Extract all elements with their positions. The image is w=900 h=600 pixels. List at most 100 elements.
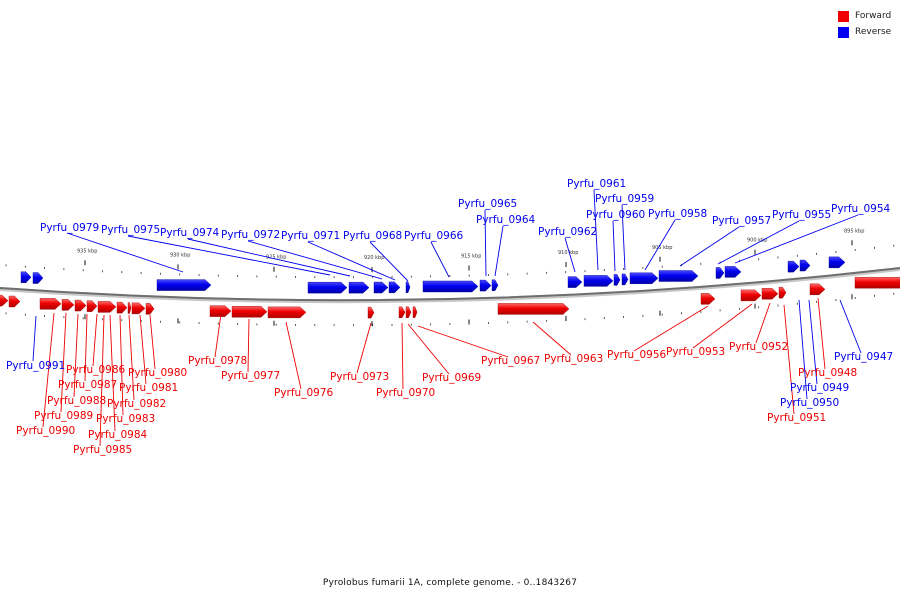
- gene-label-pyrfu-0961[interactable]: Pyrfu_0961: [567, 178, 626, 190]
- gene-label-pyrfu-0950[interactable]: Pyrfu_0950: [780, 397, 839, 409]
- reverse-gene-arrow[interactable]: [388, 281, 401, 294]
- gene-leader-line: [717, 220, 800, 265]
- gene-label-pyrfu-0991[interactable]: Pyrfu_0991: [6, 360, 65, 372]
- gene-leader-line: [307, 241, 396, 281]
- gene-leader-line: [484, 209, 487, 277]
- gene-label-pyrfu-0980[interactable]: Pyrfu_0980: [128, 367, 187, 379]
- gene-label-pyrfu-0953[interactable]: Pyrfu_0953: [666, 346, 725, 358]
- gene-label-pyrfu-0977[interactable]: Pyrfu_0977: [221, 370, 280, 382]
- forward-gene-arrow[interactable]: [367, 306, 375, 319]
- gene-label-pyrfu-0963[interactable]: Pyrfu_0963: [544, 353, 603, 365]
- gene-label-pyrfu-0974[interactable]: Pyrfu_0974: [160, 227, 220, 239]
- forward-gene-arrow[interactable]: [700, 293, 716, 305]
- reverse-gene-arrow[interactable]: [156, 279, 212, 291]
- reverse-gene-arrow[interactable]: [422, 280, 479, 293]
- forward-gene-arrow[interactable]: [405, 306, 412, 318]
- gene-leader-line: [532, 321, 572, 356]
- gene-label-pyrfu-0973[interactable]: Pyrfu_0973: [330, 371, 389, 383]
- gene-label-pyrfu-0983[interactable]: Pyrfu_0983: [96, 413, 155, 425]
- gene-label-pyrfu-0985[interactable]: Pyrfu_0985: [73, 444, 132, 456]
- reverse-gene-arrow[interactable]: [621, 273, 629, 286]
- gene-label-pyrfu-0957[interactable]: Pyrfu_0957: [712, 215, 771, 227]
- reverse-gene-arrow[interactable]: [583, 275, 614, 287]
- gene-label-pyrfu-0989[interactable]: Pyrfu_0989: [34, 410, 93, 422]
- forward-gene-arrow[interactable]: [740, 289, 762, 302]
- gene-label-pyrfu-0948[interactable]: Pyrfu_0948: [798, 367, 857, 379]
- gene-label-pyrfu-0955[interactable]: Pyrfu_0955: [772, 209, 831, 221]
- reverse-gene-arrow[interactable]: [613, 274, 621, 286]
- forward-gene-arrow[interactable]: [8, 295, 21, 308]
- reverse-gene-arrow[interactable]: [405, 281, 411, 293]
- gene-label-pyrfu-0982[interactable]: Pyrfu_0982: [107, 398, 166, 410]
- forward-gene-arrow[interactable]: [231, 306, 268, 318]
- forward-gene-arrow[interactable]: [39, 298, 62, 310]
- gene-label-pyrfu-0984[interactable]: Pyrfu_0984: [88, 429, 148, 441]
- reverse-gene-arrow[interactable]: [828, 256, 846, 269]
- forward-gene-arrow[interactable]: [131, 302, 146, 315]
- gene-label-pyrfu-0981[interactable]: Pyrfu_0981: [119, 382, 178, 394]
- forward-gene-arrow[interactable]: [0, 294, 9, 307]
- forward-gene-arrow[interactable]: [778, 286, 787, 299]
- gene-label-pyrfu-0975[interactable]: Pyrfu_0975: [101, 224, 160, 236]
- gene-leader-line: [92, 313, 98, 367]
- legend-item-reverse: Reverse: [838, 24, 898, 40]
- forward-gene-arrow[interactable]: [267, 306, 307, 319]
- gene-label-pyrfu-0951[interactable]: Pyrfu_0951: [767, 412, 826, 424]
- gene-label-pyrfu-0976[interactable]: Pyrfu_0976: [274, 387, 334, 399]
- reverse-gene-arrow[interactable]: [307, 281, 348, 294]
- gene-label-pyrfu-0947[interactable]: Pyrfu_0947: [834, 351, 893, 363]
- gene-label-pyrfu-0965[interactable]: Pyrfu_0965: [458, 198, 517, 210]
- reverse-gene-arrow[interactable]: [567, 276, 583, 288]
- forward-gene-arrow[interactable]: [86, 300, 98, 312]
- reverse-gene-arrow[interactable]: [658, 270, 699, 282]
- gene-label-pyrfu-0959[interactable]: Pyrfu_0959: [595, 193, 654, 205]
- gene-label-pyrfu-0968[interactable]: Pyrfu_0968: [343, 230, 402, 242]
- forward-gene-arrow[interactable]: [809, 283, 826, 296]
- gene-leader-line: [187, 238, 351, 277]
- gene-label-pyrfu-0969[interactable]: Pyrfu_0969: [422, 372, 481, 384]
- reverse-gene-arrow[interactable]: [629, 272, 659, 284]
- reverse-gene-arrow[interactable]: [799, 259, 811, 272]
- gene-label-pyrfu-0952[interactable]: Pyrfu_0952: [729, 341, 788, 353]
- forward-gene-arrow[interactable]: [145, 303, 155, 315]
- reverse-gene-arrow[interactable]: [715, 267, 725, 279]
- gene-label-pyrfu-0958[interactable]: Pyrfu_0958: [648, 208, 707, 220]
- reverse-gene-arrow[interactable]: [348, 281, 370, 294]
- forward-gene-arrow[interactable]: [412, 306, 418, 318]
- gene-label-pyrfu-0956[interactable]: Pyrfu_0956: [607, 349, 667, 361]
- gene-label-pyrfu-0970[interactable]: Pyrfu_0970: [376, 387, 435, 399]
- gene-label-pyrfu-0987[interactable]: Pyrfu_0987: [58, 379, 117, 391]
- gene-label-pyrfu-0986[interactable]: Pyrfu_0986: [66, 364, 126, 376]
- forward-gene-arrow[interactable]: [209, 305, 232, 317]
- gene-label-pyrfu-0967[interactable]: Pyrfu_0967: [481, 355, 540, 367]
- forward-gene-arrow[interactable]: [127, 302, 132, 314]
- gene-leader-line: [73, 313, 79, 398]
- forward-gene-arrow[interactable]: [854, 277, 900, 289]
- forward-gene-arrow[interactable]: [398, 306, 406, 319]
- gene-label-pyrfu-0978[interactable]: Pyrfu_0978: [188, 355, 247, 367]
- reverse-gene-arrow[interactable]: [479, 279, 492, 292]
- forward-gene-arrow[interactable]: [74, 299, 87, 312]
- gene-label-pyrfu-0972[interactable]: Pyrfu_0972: [221, 229, 280, 241]
- gene-label-pyrfu-0971[interactable]: Pyrfu_0971: [281, 230, 340, 242]
- forward-gene-arrow[interactable]: [97, 301, 117, 313]
- reverse-gene-arrow[interactable]: [724, 266, 742, 278]
- gene-label-pyrfu-0949[interactable]: Pyrfu_0949: [790, 382, 849, 394]
- gene-label-pyrfu-0962[interactable]: Pyrfu_0962: [538, 226, 597, 238]
- reverse-gene-arrow[interactable]: [20, 271, 32, 283]
- forward-gene-arrow[interactable]: [61, 299, 75, 311]
- gene-label-pyrfu-0966[interactable]: Pyrfu_0966: [404, 230, 464, 242]
- gene-label-pyrfu-0954[interactable]: Pyrfu_0954: [831, 203, 891, 215]
- forward-gene-arrow[interactable]: [761, 288, 779, 300]
- reverse-gene-arrow[interactable]: [491, 279, 499, 291]
- reverse-gene-arrow[interactable]: [32, 272, 44, 284]
- forward-gene-arrow[interactable]: [497, 303, 570, 315]
- gene-label-pyrfu-0990[interactable]: Pyrfu_0990: [16, 425, 75, 437]
- reverse-gene-arrow[interactable]: [373, 281, 389, 294]
- gene-label-pyrfu-0979[interactable]: Pyrfu_0979: [40, 222, 99, 234]
- forward-gene-arrow[interactable]: [116, 301, 128, 314]
- reverse-gene-arrow[interactable]: [787, 260, 800, 273]
- gene-label-pyrfu-0960[interactable]: Pyrfu_0960: [586, 209, 645, 221]
- gene-label-pyrfu-0964[interactable]: Pyrfu_0964: [476, 214, 536, 226]
- gene-label-pyrfu-0988[interactable]: Pyrfu_0988: [47, 395, 106, 407]
